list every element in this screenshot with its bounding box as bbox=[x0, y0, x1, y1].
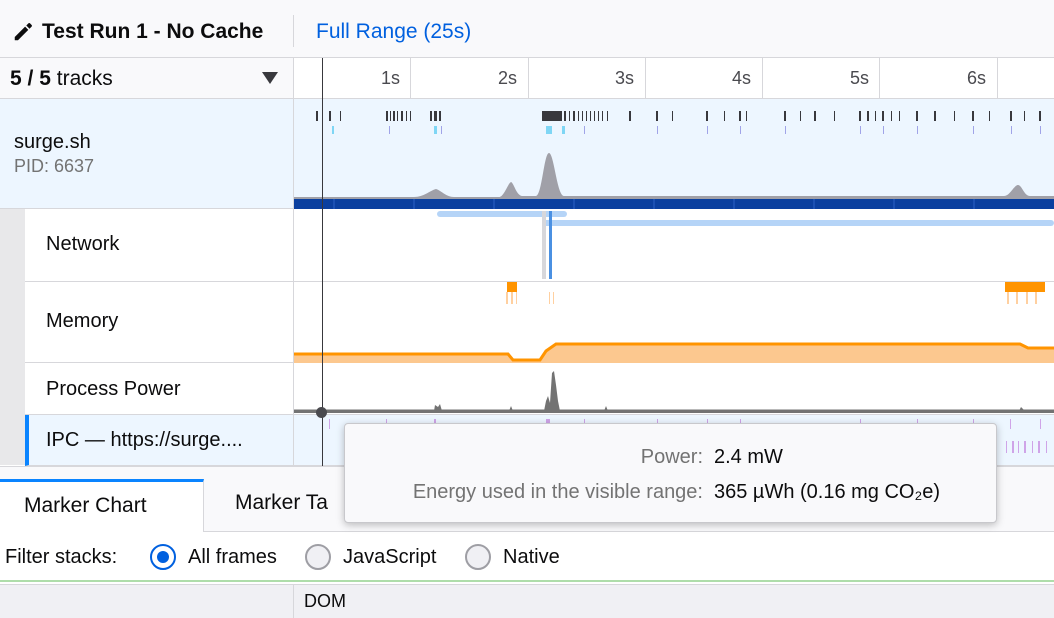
power-graph-svg bbox=[294, 371, 1054, 413]
process-name: surge.sh bbox=[14, 131, 91, 153]
radio-label-javascript[interactable]: JavaScript bbox=[343, 546, 437, 568]
tick-label: 3s bbox=[615, 68, 635, 88]
tick-label: 5s bbox=[850, 68, 870, 88]
caret-down-icon bbox=[262, 72, 278, 84]
process-power-graph[interactable] bbox=[294, 363, 1054, 415]
tooltip-power-value: 2.4 mW bbox=[714, 446, 783, 468]
tick-line bbox=[645, 58, 646, 99]
profile-name: Test Run 1 - No Cache bbox=[42, 20, 264, 43]
radio-javascript[interactable] bbox=[305, 544, 331, 570]
hover-point bbox=[316, 407, 327, 418]
tooltip-energy-value: 365 µWh (0.16 mg CO₂e) bbox=[714, 481, 941, 503]
timeline-ruler[interactable]: 1s 2s 3s 4s 5s 6s bbox=[294, 58, 1054, 99]
track-name: Memory bbox=[46, 310, 119, 332]
marker-chart-row[interactable]: DOM bbox=[0, 584, 1054, 618]
tick-line bbox=[762, 58, 763, 99]
track-name: Process Power bbox=[46, 378, 181, 400]
local-track-gutter bbox=[0, 209, 25, 465]
radio-label-native[interactable]: Native bbox=[503, 546, 560, 568]
marker-column-separator bbox=[293, 585, 294, 618]
tick-label: 6s bbox=[967, 68, 987, 88]
radio-all-frames[interactable] bbox=[150, 544, 176, 570]
tooltip-power-key: Power: bbox=[640, 446, 703, 468]
process-track-label[interactable]: surge.sh PID: 6637 bbox=[0, 99, 294, 209]
tab-marker-chart[interactable]: Marker Chart bbox=[0, 479, 204, 533]
track-label-network[interactable]: Network bbox=[25, 209, 294, 282]
tick-line bbox=[997, 58, 998, 99]
pencil-icon bbox=[14, 23, 32, 41]
time-cursor-line bbox=[322, 58, 323, 466]
radio-native[interactable] bbox=[465, 544, 491, 570]
title-separator bbox=[293, 15, 294, 47]
tick-label: 1s bbox=[381, 68, 401, 88]
marker-category-label: DOM bbox=[304, 591, 346, 611]
stack-filter-bar: Filter stacks: All frames JavaScript Nat… bbox=[0, 532, 1054, 582]
top-bar: Test Run 1 - No Cache Full Range (25s) bbox=[0, 0, 1054, 58]
tab-marker-table[interactable]: Marker Ta bbox=[235, 491, 328, 514]
network-graph-svg bbox=[437, 211, 1054, 279]
memory-graph[interactable] bbox=[294, 282, 1054, 363]
power-tooltip: Power: 2.4 mW Energy used in the visible… bbox=[344, 423, 997, 523]
network-graph[interactable] bbox=[294, 209, 1054, 282]
process-activity-graph[interactable] bbox=[294, 99, 1054, 209]
tick-label: 4s bbox=[732, 68, 752, 88]
activity-graph-svg bbox=[294, 99, 1054, 209]
track-count-selector[interactable]: 5 / 5 tracks bbox=[0, 58, 294, 99]
profile-name-button[interactable]: Test Run 1 - No Cache bbox=[12, 18, 263, 46]
tick-line bbox=[879, 58, 880, 99]
filter-stacks-label: Filter stacks: bbox=[5, 546, 118, 568]
track-count: 5 / 5 tracks bbox=[10, 67, 113, 90]
tooltip-energy-key: Energy used in the visible range: bbox=[412, 481, 703, 503]
memory-graph-svg bbox=[294, 282, 1054, 363]
tick-line bbox=[528, 58, 529, 99]
track-label-memory[interactable]: Memory bbox=[25, 282, 294, 363]
radio-label-all-frames[interactable]: All frames bbox=[188, 546, 277, 568]
tick-label: 2s bbox=[498, 68, 518, 88]
full-range-button[interactable]: Full Range (25s) bbox=[316, 20, 472, 43]
track-label-ipc[interactable]: IPC — https://surge.... bbox=[25, 415, 294, 466]
tick-line bbox=[410, 58, 411, 99]
track-name: Network bbox=[46, 233, 120, 255]
process-pid: PID: 6637 bbox=[14, 156, 95, 176]
track-label-process-power[interactable]: Process Power bbox=[25, 363, 294, 415]
track-name: IPC — https://surge.... bbox=[46, 429, 243, 451]
